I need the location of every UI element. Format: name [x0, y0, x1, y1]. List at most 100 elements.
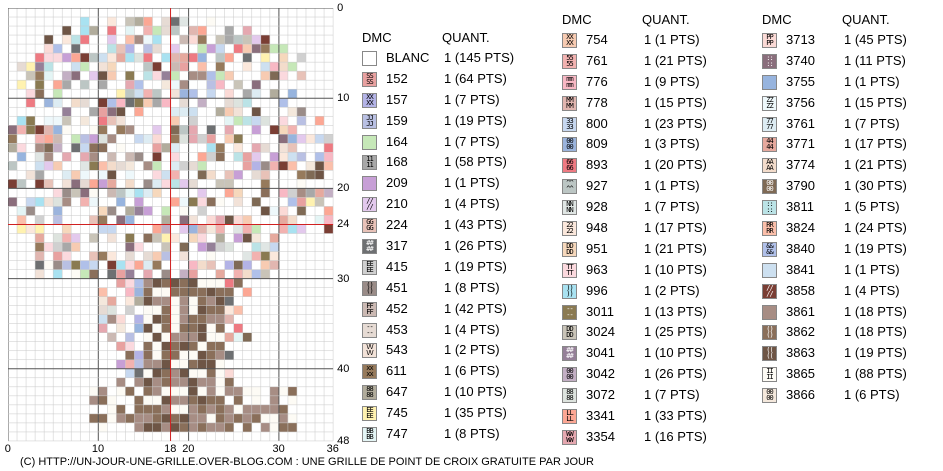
- stitch: [170, 80, 180, 90]
- stitch: [197, 260, 207, 270]
- stitch: [107, 395, 117, 405]
- stitch: [206, 224, 216, 234]
- stitch: [107, 179, 117, 189]
- stitch: [161, 386, 171, 396]
- stitch: [197, 251, 207, 261]
- stitch: [89, 71, 99, 81]
- stitch: [215, 323, 225, 333]
- stitch: [116, 53, 126, 63]
- stitch: [71, 215, 81, 225]
- stitch: [278, 80, 288, 90]
- stitch: [269, 35, 279, 45]
- stitch: [116, 422, 126, 432]
- stitch: [152, 134, 162, 144]
- stitch: [287, 53, 297, 63]
- stitch: [251, 386, 261, 396]
- stitch: [197, 296, 207, 306]
- stitch: [161, 359, 171, 369]
- stitch: [44, 71, 54, 81]
- stitch: [251, 242, 261, 252]
- stitch: [143, 197, 153, 207]
- stitch: [224, 350, 234, 360]
- stitch: [179, 386, 189, 396]
- thread-color-swatch: 33 33: [562, 116, 577, 132]
- legend-header-quantity: QUANT.: [842, 12, 890, 27]
- stitch: [71, 242, 81, 252]
- stitch: [98, 197, 108, 207]
- stitch: [26, 152, 36, 162]
- thread-color-swatch: 88 88: [362, 385, 377, 401]
- stitch: [197, 323, 207, 333]
- stitch: [125, 251, 135, 261]
- stitch: [215, 197, 225, 207]
- stitch: [251, 404, 261, 414]
- stitch: [215, 179, 225, 189]
- thread-color-swatch: :: ::: [762, 200, 777, 216]
- dmc-code: 210: [386, 196, 408, 212]
- stitch: [152, 422, 162, 432]
- stitch: [143, 269, 153, 279]
- stitch: [179, 89, 189, 99]
- stitch: [107, 188, 117, 198]
- stitch: [324, 143, 334, 153]
- stitch: [260, 233, 270, 243]
- stitch: [179, 314, 189, 324]
- stitch: [143, 26, 153, 36]
- stitch: [80, 107, 90, 117]
- stitch: [98, 386, 108, 396]
- stitch: [260, 116, 270, 126]
- thread-color-swatch: 66 66: [562, 158, 577, 174]
- legend-header-dmc: DMC: [362, 30, 392, 45]
- stitch: [233, 89, 243, 99]
- stitch: [161, 224, 171, 234]
- stitch: [89, 188, 99, 198]
- stitch: [278, 98, 288, 108]
- stitch: [296, 62, 306, 72]
- stitch: [260, 215, 270, 225]
- stitch: [215, 296, 225, 306]
- stitch: [125, 206, 135, 216]
- thread-color-swatch: 00 00: [762, 388, 777, 404]
- stitch: [224, 89, 234, 99]
- stitch: [315, 206, 325, 216]
- stitch: [179, 197, 189, 207]
- stitch: [125, 170, 135, 180]
- stitch: [206, 143, 216, 153]
- stitch: [125, 107, 135, 117]
- stitch: [53, 116, 63, 126]
- stitch: [62, 170, 72, 180]
- stitch: [116, 395, 126, 405]
- stitch: [134, 197, 144, 207]
- stitch: [161, 53, 171, 63]
- stitch: [116, 287, 126, 297]
- stitch: [215, 215, 225, 225]
- stitch: [188, 386, 198, 396]
- stitch: [324, 206, 334, 216]
- stitch: [215, 107, 225, 117]
- stitch: [152, 278, 162, 288]
- dmc-code: 3861: [786, 303, 815, 319]
- stitch: [197, 161, 207, 171]
- stitch: [251, 422, 261, 432]
- stitch: [170, 413, 180, 423]
- stitch: [161, 179, 171, 189]
- thread-quantity: 1 (6 PTS): [444, 363, 500, 379]
- stitch: [62, 179, 72, 189]
- stitch: [125, 116, 135, 126]
- stitch: [233, 278, 243, 288]
- stitch: [134, 260, 144, 270]
- thread-color-swatch: // //: [762, 283, 777, 299]
- stitch: [224, 116, 234, 126]
- stitch: [188, 107, 198, 117]
- stitch: [233, 161, 243, 171]
- dmc-code: 3024: [586, 324, 615, 340]
- stitch: [44, 98, 54, 108]
- stitch: [71, 233, 81, 243]
- stitch: [134, 215, 144, 225]
- stitch: [296, 134, 306, 144]
- stitch: [197, 98, 207, 108]
- stitch: [315, 143, 325, 153]
- stitch: [233, 404, 243, 414]
- stitch: [152, 404, 162, 414]
- stitch: [260, 413, 270, 423]
